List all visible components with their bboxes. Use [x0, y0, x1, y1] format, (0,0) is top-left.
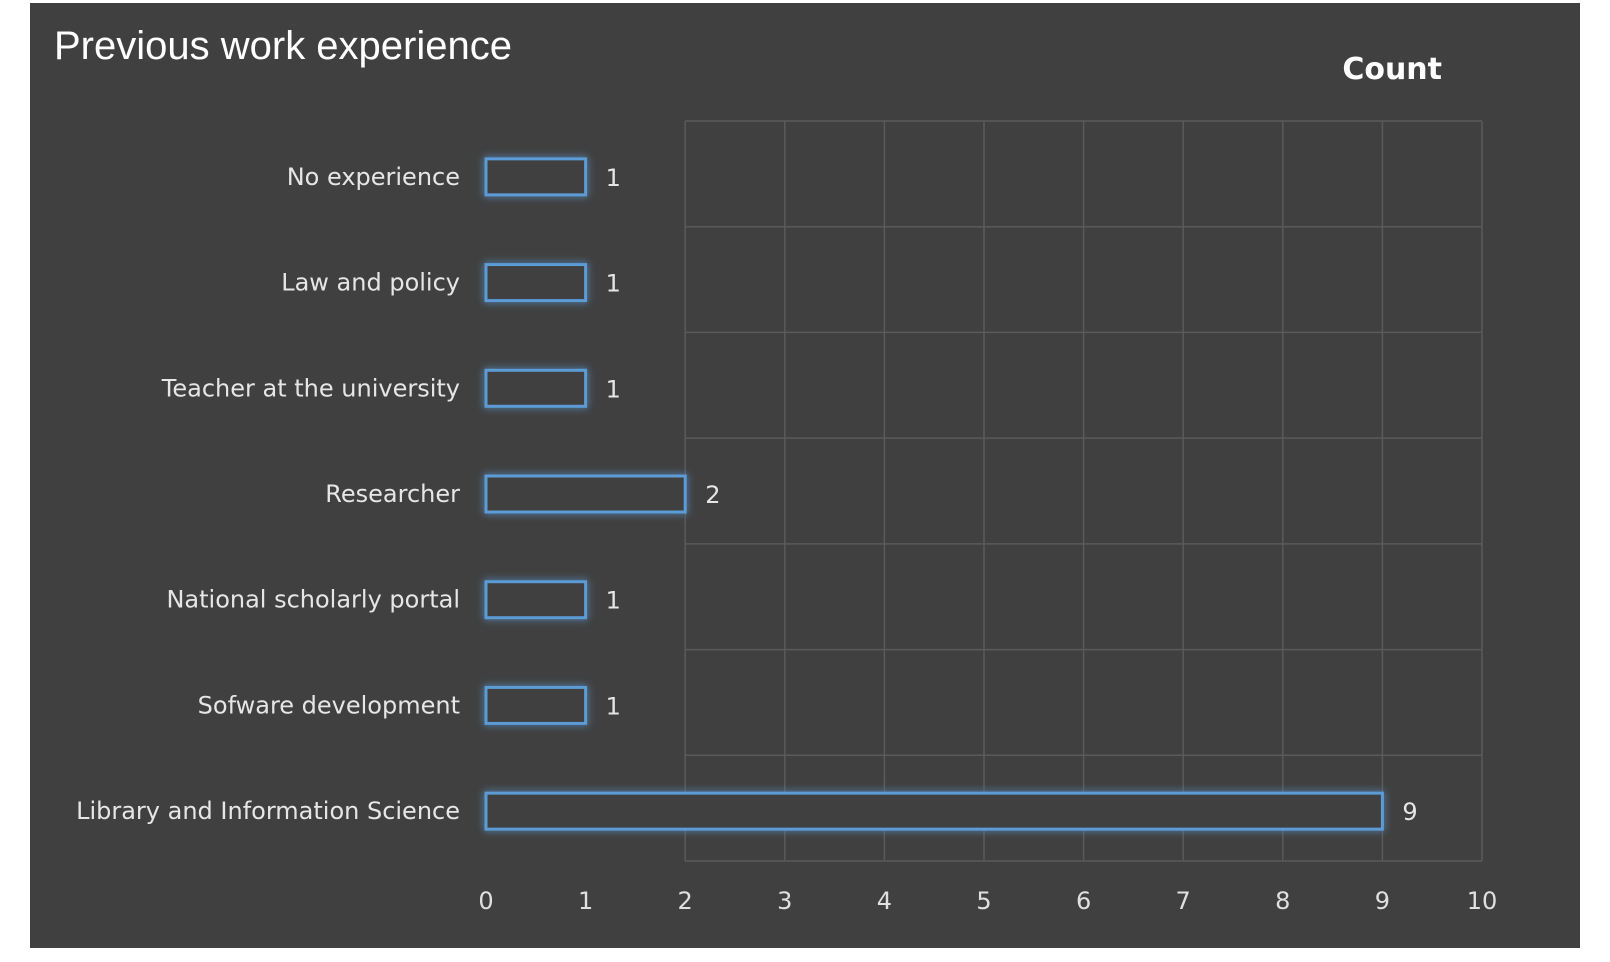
legend-entry: Count — [1342, 52, 1442, 87]
x-tick-label: 10 — [1467, 887, 1498, 915]
chart-title: Previous work experience — [54, 24, 512, 68]
bar — [484, 368, 588, 408]
bar — [484, 157, 588, 197]
x-tick-label: 4 — [877, 887, 892, 915]
data-label: 1 — [606, 375, 621, 403]
category-label: Library and Information Science — [76, 797, 460, 825]
data-label: 1 — [606, 164, 621, 192]
bar — [484, 580, 588, 620]
bar — [484, 685, 588, 725]
bar — [484, 791, 1384, 831]
x-tick-label: 8 — [1275, 887, 1290, 915]
category-label: No experience — [287, 163, 460, 191]
x-tick-label: 5 — [976, 887, 991, 915]
category-label: Law and policy — [281, 269, 460, 297]
x-tick-label: 6 — [1076, 887, 1091, 915]
category-label: Researcher — [325, 480, 460, 508]
category-label: National scholarly portal — [166, 586, 460, 614]
labels: 0 1 2 3 4 5 6 7 8 9 10 No experience 1 Law and policy… — [76, 163, 1497, 915]
x-tick-label: 2 — [678, 887, 693, 915]
bar — [484, 263, 588, 303]
data-label: 9 — [1402, 798, 1417, 826]
x-tick-label: 7 — [1176, 887, 1191, 915]
category-label: Teacher at the university — [161, 374, 460, 402]
data-label: 1 — [606, 270, 621, 298]
data-label: 1 — [606, 692, 621, 720]
data-label: 1 — [606, 587, 621, 615]
category-label: Sofware development — [198, 691, 460, 719]
chart-panel: Previous work experience Count 0 1 2 3 4 5 6 7 8… — [30, 3, 1580, 948]
x-tick-label: 0 — [478, 887, 493, 915]
x-tick-label: 3 — [777, 887, 792, 915]
gridlines — [684, 120, 1483, 862]
bar — [484, 474, 687, 514]
bars — [484, 157, 1384, 831]
x-tick-label: 1 — [578, 887, 593, 915]
x-tick-label: 9 — [1375, 887, 1390, 915]
data-label: 2 — [705, 481, 720, 509]
bar-chart: Previous work experience Count 0 1 2 3 4 5 6 7 8… — [54, 24, 1497, 915]
